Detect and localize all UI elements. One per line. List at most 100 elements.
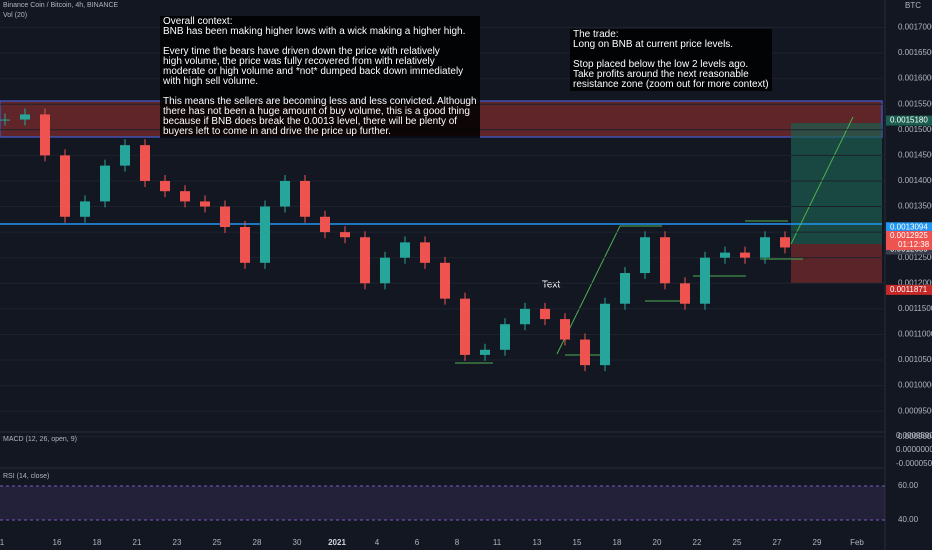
rsi-band [0, 486, 885, 520]
candle [180, 191, 190, 202]
price-marker [886, 115, 932, 126]
candle [440, 262, 450, 299]
note-line: moderate or high volume and *not* dumped… [163, 66, 464, 77]
candle [60, 155, 70, 217]
note-box: The trade: Long on BNB at current price l… [570, 29, 772, 91]
x-tick-label: 13 [533, 538, 542, 547]
macd-label: MACD (12, 26, open, 9) [3, 436, 77, 443]
x-tick-label: 2021 [328, 538, 346, 547]
candle [20, 114, 30, 120]
candle [40, 114, 50, 156]
x-tick-label: 16 [53, 538, 62, 547]
x-tick-label: 20 [653, 538, 662, 547]
x-tick-label: 25 [733, 538, 742, 547]
note-line: buyers left to come in and drive the pri… [163, 126, 391, 137]
candle [540, 308, 550, 320]
x-tick-label: 8 [455, 538, 460, 547]
note-line: This means the sellers are becoming less… [163, 96, 477, 107]
candle [380, 257, 390, 284]
x-tick-label: 28 [253, 538, 262, 547]
price-marker [886, 222, 932, 233]
note-line: Every time the bears have driven down th… [163, 46, 440, 57]
note-paragraph: Stop placed below the low 2 levels ago. T… [573, 60, 769, 90]
x-tick-label: 25 [213, 538, 222, 547]
note-line: Stop placed below the low 2 levels ago. [573, 59, 749, 70]
macd-tick-label: 0.0000000 [896, 445, 932, 454]
note-paragraph: Every time the bears have driven down th… [163, 47, 477, 87]
x-tick-label: 15 [573, 538, 582, 547]
candle [260, 206, 270, 263]
candle [420, 242, 430, 263]
macd-tick-label: 0.0000500 [896, 431, 932, 440]
note-line: The trade: [573, 29, 619, 40]
x-tick-label: 22 [693, 538, 702, 547]
note-box: Overall context: BNB has been making high… [160, 16, 480, 138]
y-tick-label: 0.0011000 [898, 330, 932, 339]
candle [460, 298, 470, 355]
note-line: BNB has been making higher lows with a w… [163, 26, 466, 37]
symbol: Binance Coin / Bitcoin, 4h, BINANCE [3, 2, 119, 9]
candle [100, 165, 110, 202]
x-tick-label: 6 [415, 538, 420, 547]
x-tick-label: 29 [813, 538, 822, 547]
note-line: high volume, the price was fully recover… [163, 56, 435, 67]
currency: BTC [905, 1, 921, 10]
candle [0, 119, 10, 121]
candle [240, 227, 250, 263]
candle [220, 206, 230, 227]
note-line: with high sell volume. [163, 76, 259, 87]
price-marker-label: 0.0013094 [890, 222, 928, 231]
price-marker [886, 230, 932, 241]
volume-indicator: Vol (20) [3, 12, 28, 19]
candle [320, 216, 330, 233]
candle [740, 252, 750, 258]
candle [160, 180, 170, 192]
countdown-box [886, 239, 932, 250]
candle [620, 273, 630, 304]
x-tick-label: 30 [293, 538, 302, 547]
y-tick-label: 0.0011500 [898, 304, 932, 313]
x-tick-label: 27 [773, 538, 782, 547]
rsi-tick-label: 40.00 [898, 515, 919, 524]
macd-tick-label: -0.0000500 [896, 459, 932, 468]
price-marker-label: 0.0015180 [890, 116, 928, 125]
candle [700, 257, 710, 304]
candle [340, 232, 350, 238]
candle [680, 283, 690, 304]
x-tick-label: 4 [375, 538, 380, 547]
candle [520, 308, 530, 325]
x-tick-label: 11 [493, 538, 502, 547]
note-line: resistance zone (zoom out for more conte… [573, 79, 769, 90]
candle [760, 237, 770, 258]
price-marker [886, 284, 932, 295]
candle [720, 252, 730, 258]
note-line: Overall context: [163, 16, 233, 27]
chart-label: Text [542, 280, 561, 291]
note-line: there has not been a huge amount of buy … [163, 106, 470, 117]
candle [360, 237, 370, 284]
candle [500, 324, 510, 350]
candle [200, 201, 210, 207]
note-paragraph: The trade: Long on BNB at current price l… [573, 30, 769, 50]
rsi-tick-label: 60.00 [898, 481, 919, 490]
price-marker-label: 0.0011871 [890, 285, 928, 294]
candle [140, 145, 150, 181]
x-tick-label: 21 [133, 538, 142, 547]
x-tick-label: Feb [850, 538, 864, 547]
candle [300, 180, 310, 217]
note-paragraph: Overall context: BNB has been making high… [163, 17, 477, 37]
note-line: because if BNB does break the 0.0013 lev… [163, 116, 458, 127]
